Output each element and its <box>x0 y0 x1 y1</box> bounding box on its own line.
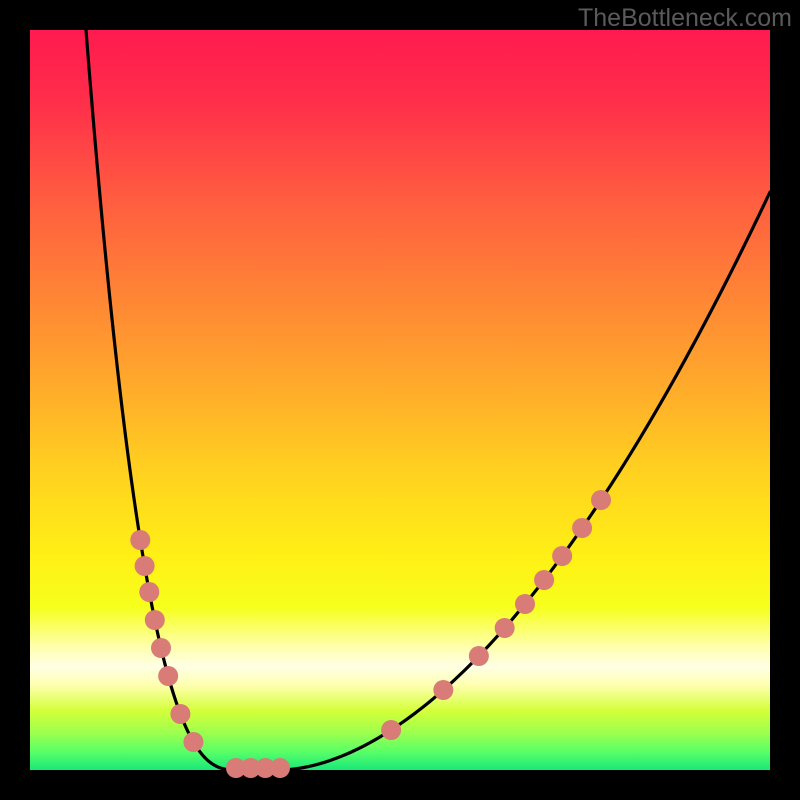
bead-left-5 <box>158 666 178 686</box>
bead-right-3 <box>534 570 554 590</box>
bead-right-7 <box>433 680 453 700</box>
bead-left-2 <box>139 582 159 602</box>
bead-right-6 <box>469 646 489 666</box>
bead-left-7 <box>183 732 203 752</box>
bead-left-3 <box>145 610 165 630</box>
bead-right-0 <box>591 490 611 510</box>
bead-left-0 <box>130 530 150 550</box>
bead-right-1 <box>572 518 592 538</box>
bead-bottom-3 <box>270 758 290 778</box>
chart-container: TheBottleneck.com <box>0 0 800 800</box>
bead-left-6 <box>170 704 190 724</box>
bead-right-8 <box>381 720 401 740</box>
bead-right-2 <box>552 546 572 566</box>
bead-right-5 <box>495 618 515 638</box>
bead-left-1 <box>135 556 155 576</box>
plot-background <box>30 30 770 770</box>
bottleneck-chart <box>0 0 800 800</box>
bead-left-4 <box>151 638 171 658</box>
watermark-text: TheBottleneck.com <box>578 4 792 33</box>
bead-right-4 <box>515 594 535 614</box>
